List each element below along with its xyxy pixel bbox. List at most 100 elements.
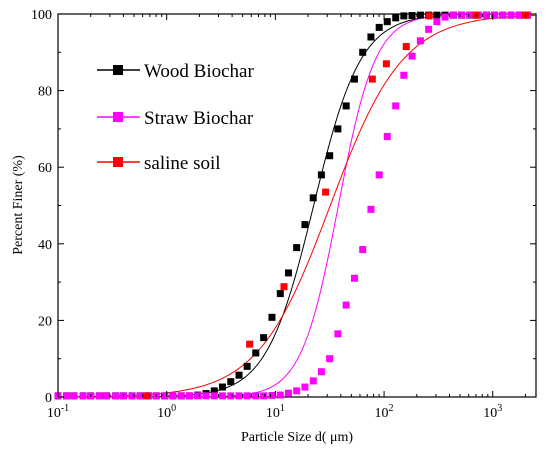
- data-point: [334, 125, 342, 133]
- data-point: [408, 12, 416, 20]
- axis-ticks: [57, 13, 536, 398]
- x-axis-title: Particle Size d( μm): [241, 430, 353, 445]
- data-point: [301, 383, 309, 391]
- data-point: [218, 383, 226, 391]
- data-point: [252, 349, 260, 357]
- y-tick-label: 0: [45, 391, 52, 406]
- data-point: [383, 133, 391, 141]
- data-point: [317, 171, 325, 179]
- data-point: [95, 392, 103, 400]
- data-point: [218, 392, 226, 400]
- legend: Wood Biochar Straw Biochar saline soil: [97, 61, 254, 174]
- markers: [54, 11, 532, 400]
- data-point: [260, 334, 268, 342]
- data-point: [177, 392, 185, 400]
- data-point: [334, 330, 342, 338]
- data-point: [169, 392, 177, 400]
- data-point: [458, 11, 466, 19]
- data-point: [383, 18, 391, 26]
- legend-label: saline soil: [144, 153, 221, 174]
- data-point: [136, 392, 144, 400]
- data-point: [260, 392, 268, 400]
- data-point: [210, 387, 218, 395]
- fit-curves: [57, 13, 537, 398]
- data-point: [227, 378, 235, 386]
- y-tick-label: 60: [38, 161, 52, 176]
- data-point: [425, 25, 433, 33]
- legend-marker: [113, 112, 123, 122]
- data-point: [243, 362, 251, 370]
- fit-curve: [58, 13, 536, 398]
- legend-label: Straw Biochar: [144, 108, 254, 129]
- data-point: [235, 392, 243, 400]
- data-point: [194, 392, 202, 400]
- x-tick-label: 100: [157, 403, 176, 421]
- data-point: [449, 11, 457, 19]
- data-point: [268, 313, 276, 321]
- x-tick-label: 101: [266, 403, 285, 421]
- legend-label: Wood Biochar: [144, 61, 254, 82]
- data-point: [293, 244, 301, 252]
- data-point: [342, 102, 350, 110]
- y-axis-title: Percent Finer (%): [11, 155, 26, 255]
- data-point: [326, 355, 334, 363]
- data-point: [309, 194, 317, 202]
- data-point: [276, 290, 284, 298]
- data-point: [235, 371, 243, 379]
- data-point: [402, 43, 410, 51]
- data-point: [367, 205, 375, 213]
- data-point: [243, 392, 251, 400]
- data-point: [317, 368, 325, 376]
- data-point: [70, 392, 78, 400]
- data-point: [359, 48, 367, 56]
- data-point: [499, 11, 507, 19]
- data-point: [382, 60, 390, 68]
- data-point: [375, 23, 383, 31]
- data-point: [210, 392, 218, 400]
- axis-tick-labels: 0 20 40 60 80 100 10-1 100 101 102 103: [31, 8, 502, 421]
- data-point: [322, 188, 330, 196]
- data-point: [433, 18, 441, 26]
- fit-curve: [57, 14, 537, 398]
- data-point: [268, 391, 276, 399]
- data-point: [408, 52, 416, 60]
- data-point: [515, 11, 523, 19]
- y-tick-label: 100: [31, 8, 52, 23]
- plot-border: [57, 13, 537, 398]
- data-point: [63, 392, 71, 400]
- data-point: [400, 12, 408, 20]
- data-point: [491, 11, 499, 19]
- data-point: [309, 377, 317, 385]
- data-point: [112, 392, 120, 400]
- fit-curve: [58, 13, 536, 398]
- data-point: [367, 33, 375, 41]
- data-point: [425, 12, 433, 20]
- data-point: [252, 392, 260, 400]
- data-point: [466, 11, 474, 19]
- data-point: [284, 389, 292, 397]
- y-tick-label: 40: [38, 238, 52, 253]
- data-point: [227, 392, 235, 400]
- data-point: [342, 301, 350, 309]
- data-point: [280, 283, 288, 291]
- x-tick-label: 10-1: [47, 403, 69, 421]
- data-point: [284, 269, 292, 277]
- data-point: [416, 37, 424, 45]
- data-point: [79, 392, 87, 400]
- data-point: [326, 152, 334, 160]
- y-tick-label: 80: [38, 85, 52, 100]
- data-point: [128, 392, 136, 400]
- data-point: [161, 392, 169, 400]
- data-point: [301, 221, 309, 229]
- data-point: [507, 11, 515, 19]
- x-tick-label: 103: [483, 403, 502, 421]
- data-point: [202, 392, 210, 400]
- y-tick-label: 20: [38, 314, 52, 329]
- plot-frame: [57, 13, 537, 398]
- data-point: [416, 11, 424, 19]
- data-point: [185, 392, 193, 400]
- data-point: [375, 171, 383, 179]
- data-point: [400, 71, 408, 79]
- data-point: [142, 392, 150, 400]
